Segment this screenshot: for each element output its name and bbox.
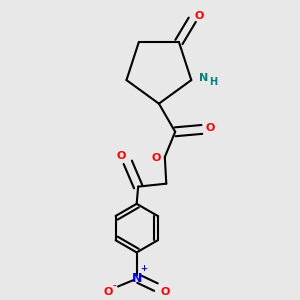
Text: O: O bbox=[194, 11, 203, 21]
Text: O: O bbox=[206, 123, 215, 133]
Text: O: O bbox=[161, 287, 170, 297]
Text: H: H bbox=[209, 76, 217, 87]
Text: +: + bbox=[140, 264, 147, 273]
Text: -: - bbox=[112, 281, 116, 290]
Text: O: O bbox=[117, 151, 126, 161]
Text: N: N bbox=[131, 272, 142, 285]
Text: O: O bbox=[152, 154, 161, 164]
Text: O: O bbox=[103, 287, 112, 297]
Text: N: N bbox=[199, 73, 208, 83]
